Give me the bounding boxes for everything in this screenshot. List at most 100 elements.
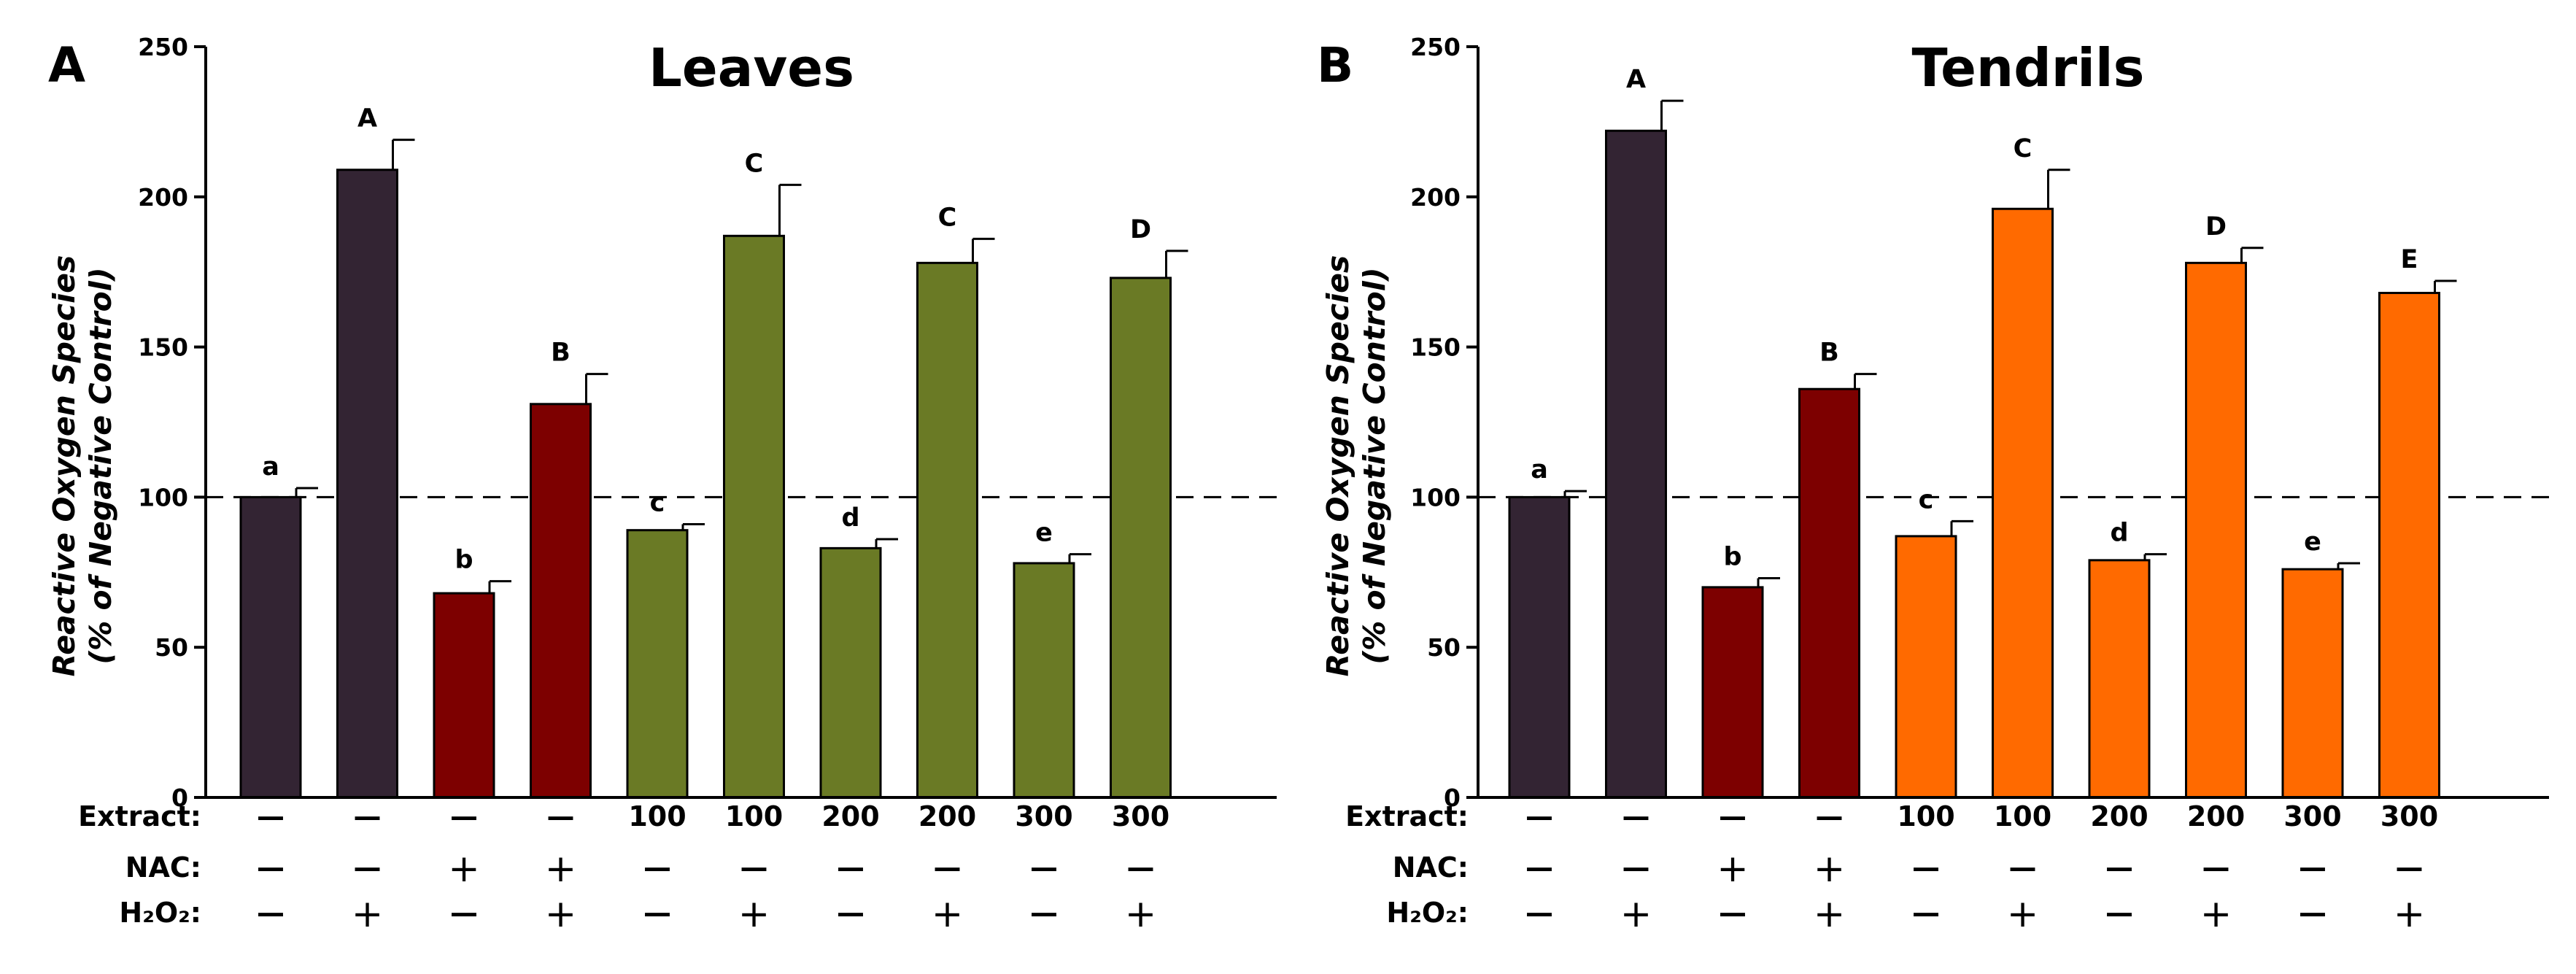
treatment-value: — bbox=[2202, 851, 2230, 884]
significance-label: b bbox=[455, 546, 473, 575]
treatment-value: — bbox=[1622, 851, 1650, 884]
y-tick-label: 250 bbox=[1410, 33, 1461, 61]
bar bbox=[1798, 387, 1860, 799]
treatment-value: — bbox=[354, 851, 382, 884]
treatment-row-label: NAC: bbox=[1393, 851, 1469, 884]
bar bbox=[336, 169, 398, 799]
treatment-value: — bbox=[643, 851, 671, 884]
significance-label: a bbox=[262, 452, 279, 482]
treatment-value: — bbox=[257, 851, 285, 884]
bar bbox=[239, 495, 302, 799]
treatment-value: 100 bbox=[1994, 800, 2051, 832]
y-axis-label-secondary: (% of Negative Control) bbox=[1357, 267, 1392, 664]
treatment-value: + bbox=[352, 892, 384, 936]
bar bbox=[1605, 129, 1667, 799]
bar bbox=[1508, 495, 1571, 799]
significance-label: a bbox=[1531, 455, 1548, 484]
treatment-value: — bbox=[257, 897, 285, 929]
bar bbox=[626, 529, 689, 799]
y-tick-label: 50 bbox=[1427, 633, 1461, 662]
significance-label: E bbox=[2401, 245, 2418, 274]
treatment-value: + bbox=[1814, 847, 1846, 891]
bar bbox=[819, 546, 882, 799]
treatment-value: — bbox=[1030, 897, 1058, 929]
significance-label: d bbox=[2110, 519, 2128, 548]
treatment-row-label: H₂O₂: bbox=[1386, 897, 1469, 929]
significance-label: B bbox=[1819, 339, 1839, 368]
significance-label: c bbox=[650, 488, 665, 517]
treatment-value: + bbox=[1125, 892, 1157, 936]
treatment-value: 200 bbox=[2090, 800, 2148, 832]
bar bbox=[433, 592, 495, 799]
treatment-value: 100 bbox=[725, 800, 783, 832]
treatment-value: + bbox=[1620, 892, 1652, 936]
treatment-row-label: NAC: bbox=[125, 851, 201, 884]
significance-label: C bbox=[2014, 134, 2032, 163]
treatment-value: — bbox=[837, 897, 865, 929]
y-tick-label: 100 bbox=[138, 483, 188, 511]
significance-label: D bbox=[1130, 215, 1151, 244]
treatment-row-label: Extract: bbox=[1345, 800, 1469, 832]
y-axis-label: Reactive Oxygen Species bbox=[47, 255, 82, 677]
treatment-value: — bbox=[1912, 851, 1940, 884]
bar bbox=[2088, 559, 2151, 799]
bar bbox=[2185, 261, 2247, 799]
treatment-value: — bbox=[2105, 851, 2133, 884]
chart-panel-a: A Leaves Reactive Oxygen Species (% of Nega… bbox=[47, 33, 1277, 936]
treatment-value: — bbox=[1525, 851, 1553, 884]
treatment-value: + bbox=[1814, 892, 1846, 936]
treatment-value: — bbox=[837, 851, 865, 884]
y-axis-label: Reactive Oxygen Species bbox=[1320, 255, 1355, 677]
chart-title: Tendrils bbox=[1912, 37, 2145, 98]
treatment-value: 300 bbox=[2283, 800, 2341, 832]
treatment-value: 300 bbox=[1112, 800, 1169, 832]
treatment-value: — bbox=[1719, 800, 1747, 832]
treatment-value: — bbox=[1816, 800, 1844, 832]
treatment-value: — bbox=[2105, 897, 2133, 929]
treatment-value: — bbox=[1030, 851, 1058, 884]
panel-letter: B bbox=[1317, 37, 1353, 93]
chart-title: Leaves bbox=[649, 37, 854, 98]
bar bbox=[723, 234, 785, 799]
panel-letter: A bbox=[48, 37, 85, 93]
treatment-value: 100 bbox=[628, 800, 686, 832]
treatment-value: 200 bbox=[2187, 800, 2245, 832]
treatment-value: + bbox=[738, 892, 770, 936]
treatment-row-label: Extract: bbox=[78, 800, 201, 832]
y-tick-label: 200 bbox=[138, 183, 188, 212]
y-tick-label: 50 bbox=[155, 633, 188, 662]
treatment-value: 300 bbox=[1015, 800, 1072, 832]
bar bbox=[1701, 586, 1764, 799]
y-tick-label: 250 bbox=[138, 33, 188, 61]
y-tick-label: 100 bbox=[1410, 483, 1461, 511]
treatment-value: — bbox=[1719, 897, 1747, 929]
treatment-value: — bbox=[1525, 897, 1553, 929]
treatment-value: — bbox=[450, 800, 478, 832]
treatment-value: + bbox=[448, 847, 480, 891]
bar bbox=[1110, 277, 1172, 799]
significance-label: e bbox=[2304, 527, 2321, 557]
treatment-value: + bbox=[932, 892, 964, 936]
significance-label: D bbox=[2205, 212, 2227, 241]
y-tick-label: 0 bbox=[171, 784, 188, 812]
treatment-value: + bbox=[2007, 892, 2039, 936]
treatment-value: — bbox=[1525, 800, 1553, 832]
treatment-value: 100 bbox=[1897, 800, 1954, 832]
chart-panel-b: B Tendrils Reactive Oxygen Species (% of Ne… bbox=[1317, 33, 2549, 936]
treatment-value: — bbox=[2009, 851, 2037, 884]
treatment-value: — bbox=[1622, 800, 1650, 832]
treatment-value: — bbox=[1912, 897, 1940, 929]
y-axis-label-secondary: (% of Negative Control) bbox=[83, 267, 118, 664]
treatment-value: — bbox=[2299, 851, 2326, 884]
treatment-value: + bbox=[2394, 892, 2426, 936]
significance-label: A bbox=[1626, 65, 1646, 94]
treatment-value: — bbox=[934, 851, 962, 884]
significance-label: e bbox=[1035, 519, 1053, 548]
treatment-value: 200 bbox=[918, 800, 976, 832]
significance-label: B bbox=[551, 339, 570, 368]
treatment-value: 200 bbox=[821, 800, 879, 832]
bar bbox=[1992, 207, 2054, 799]
significance-label: c bbox=[1919, 485, 1934, 514]
y-tick-label: 200 bbox=[1410, 183, 1461, 212]
